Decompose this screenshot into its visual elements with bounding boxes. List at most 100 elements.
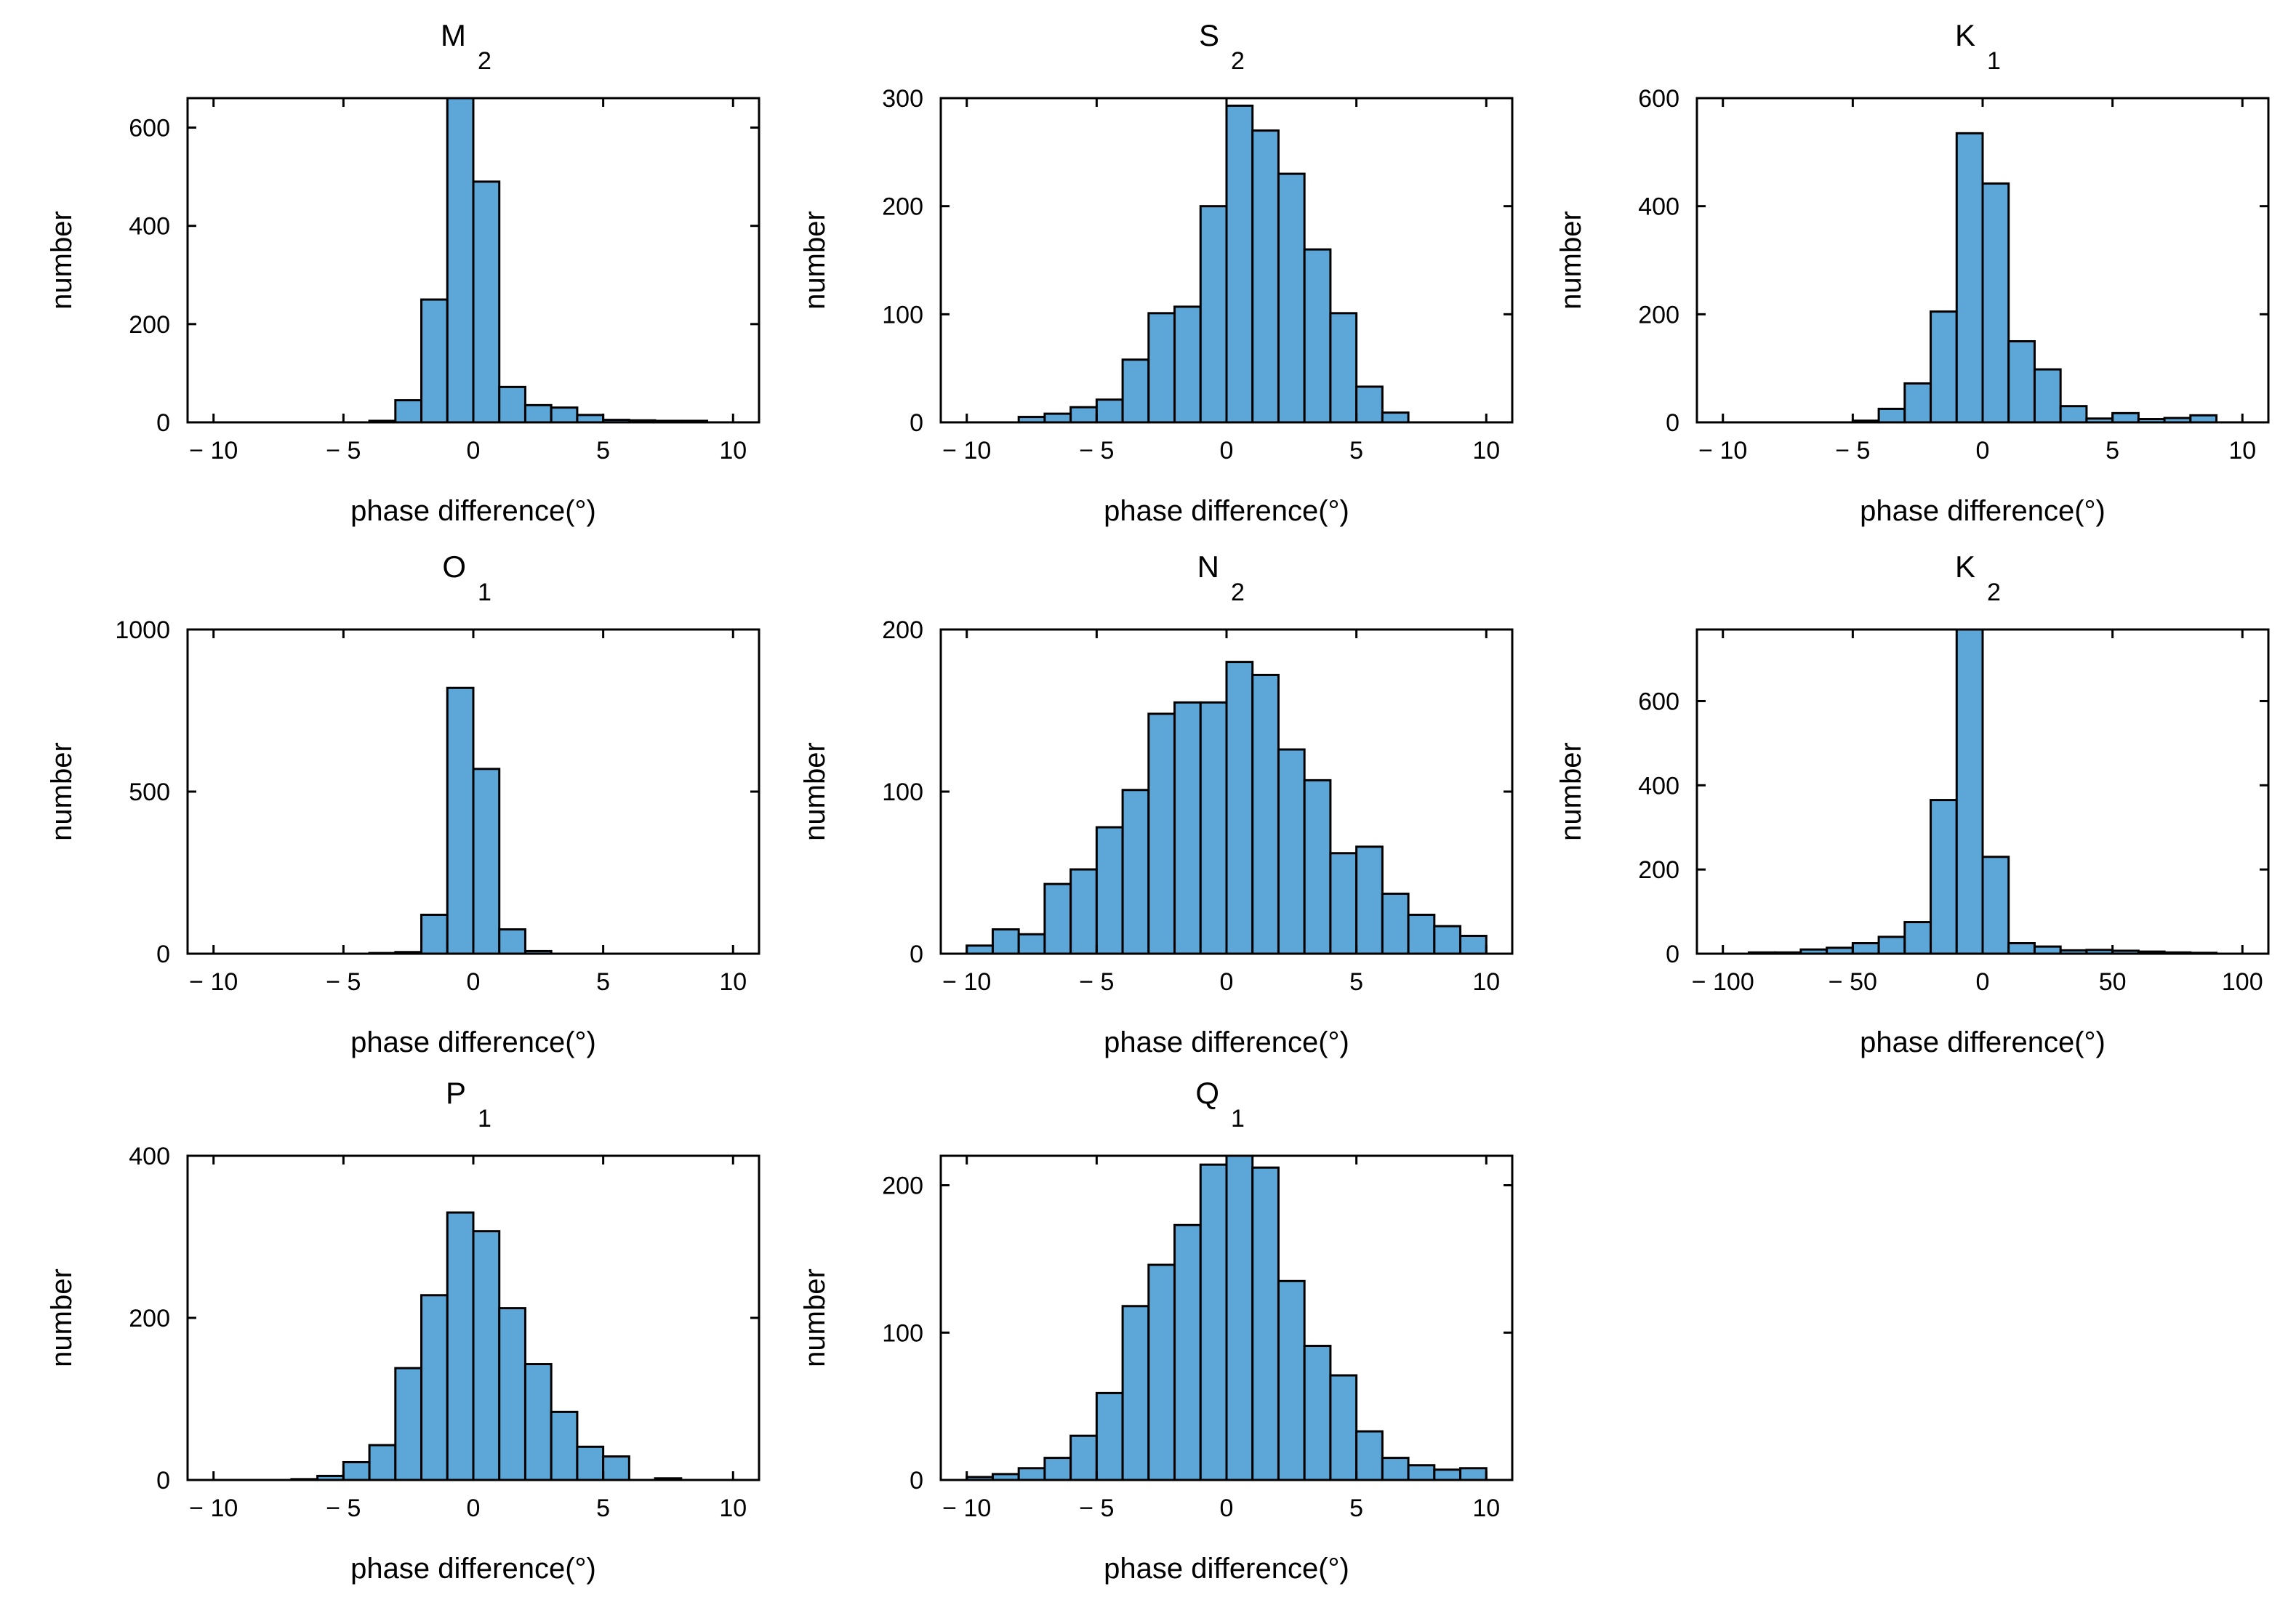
histogram-bar [1329,1374,1358,1481]
histogram-bar [394,399,423,424]
x-tick-label: − 10 [189,437,238,464]
histogram-bar [1303,779,1332,955]
histogram-bar [1433,1468,1462,1481]
histogram-bar [1930,799,1958,955]
histogram-bar [1251,673,1280,955]
histogram-bar [498,928,526,955]
x-axis-label: phase difference(°) [1860,495,2106,527]
x-axis-label: phase difference(°) [1104,495,1349,527]
chart-panel-7: − 10 − 5 0 5 10 0 200 400 phase difference(°) num… [46,1076,760,1585]
histogram-bar [1303,1345,1332,1481]
chart-title: K [1955,550,1975,584]
x-tick-label: 5 [596,1495,610,1522]
histogram-bar [1199,701,1228,955]
histogram-bar [2059,405,2088,424]
histogram-bar [1303,248,1332,424]
histogram-bar [342,1460,371,1481]
chart-title-subscript: 1 [478,1105,491,1133]
histogram-bar [368,1444,397,1481]
histogram-bar [2111,411,2140,424]
histogram-bar [1017,933,1046,955]
x-tick-label: 0 [1976,437,1990,464]
histogram-bar [446,1211,475,1481]
chart-title-subscript: 1 [1231,1105,1245,1133]
x-tick-label: − 5 [326,437,361,464]
x-tick-label: 0 [1976,968,1990,996]
histogram-bar [1173,305,1202,424]
histogram-bar [1199,205,1228,424]
histogram-bar [2007,942,2036,955]
y-tick-label: 100 [882,779,923,806]
histogram-bar [394,1367,423,1481]
histogram-bar [991,928,1020,955]
histogram-bar [1199,1163,1228,1481]
histogram-bar [1043,882,1072,955]
histogram-bar [1877,936,1906,955]
histogram-bar [1043,412,1072,424]
histogram-bar [576,414,605,424]
x-axis-label: phase difference(°) [1860,1026,2106,1058]
chart-title: M [441,18,466,52]
histogram-bar [420,1294,449,1481]
histogram-bar [1147,1263,1176,1481]
chart-title-subscript: 1 [478,579,491,606]
histogram-bar [1251,1166,1280,1481]
x-tick-label: 0 [1220,1495,1234,1522]
histogram-bar [1121,789,1150,955]
histogram-bar [1329,312,1358,424]
y-axis-label: number [46,742,78,841]
y-tick-label: 200 [129,311,170,339]
x-tick-label: − 5 [326,1495,361,1522]
histogram-bar [1069,868,1098,955]
x-axis-label: phase difference(°) [350,495,596,527]
chart-title-subscript: 2 [1987,579,2001,606]
histogram-bar [966,944,994,955]
histogram-bar [472,768,501,955]
y-tick-label: 600 [129,115,170,142]
histogram-bar [2007,340,2036,424]
y-tick-label: 0 [910,409,923,437]
x-tick-label: − 5 [1835,437,1870,464]
y-tick-label: 100 [882,1319,923,1347]
x-tick-label: − 50 [1829,968,1877,996]
histogram-bar [576,1445,605,1481]
histogram-bar [1251,129,1280,424]
x-tick-label: 0 [1220,968,1234,996]
chart-title: N [1197,550,1219,584]
y-tick-label: 400 [129,213,170,241]
y-axis-label: number [46,1268,78,1367]
histogram-bar [1981,182,2010,424]
x-tick-label: 10 [719,968,747,996]
x-tick-label: 5 [596,968,610,996]
y-tick-label: 0 [156,941,170,968]
x-axis-label: phase difference(°) [1104,1553,1349,1585]
y-tick-label: 200 [882,193,923,221]
histogram-bar [1381,1457,1410,1481]
chart-panel-4: − 10 − 5 0 5 10 0 500 1000 phase difference(°) nu… [46,550,760,1058]
y-tick-label: 0 [156,409,170,437]
chart-title: P [446,1076,466,1110]
y-tick-label: 0 [1666,409,1679,437]
x-tick-label: − 10 [942,1495,991,1522]
histogram-bar [1225,1154,1254,1481]
chart-panel-3: − 10 − 5 0 5 10 0 200 400 600 phase difference(°)… [1555,18,2270,527]
histogram-bar [420,913,449,955]
y-tick-label: 300 [882,85,923,113]
chart-panel-1: − 10 − 5 0 5 10 0 200 400 600 phase difference(°)… [46,18,760,527]
histogram-bar [550,406,579,424]
histogram-bar [1407,913,1436,955]
x-tick-label: 0 [467,1495,481,1522]
histogram-bar [472,180,501,424]
histogram-bar [1851,942,1880,955]
x-tick-label: − 10 [942,968,991,996]
histogram-bar [1903,921,1932,955]
x-tick-label: 10 [1472,968,1500,996]
histogram-bar [1173,1223,1202,1481]
histogram-bar [1225,661,1254,955]
histogram-bar [523,1363,553,1481]
x-tick-label: 100 [2222,968,2263,996]
histogram-bar [1147,712,1176,955]
histogram-bar [1355,385,1384,424]
histogram-bar [1955,132,1984,424]
